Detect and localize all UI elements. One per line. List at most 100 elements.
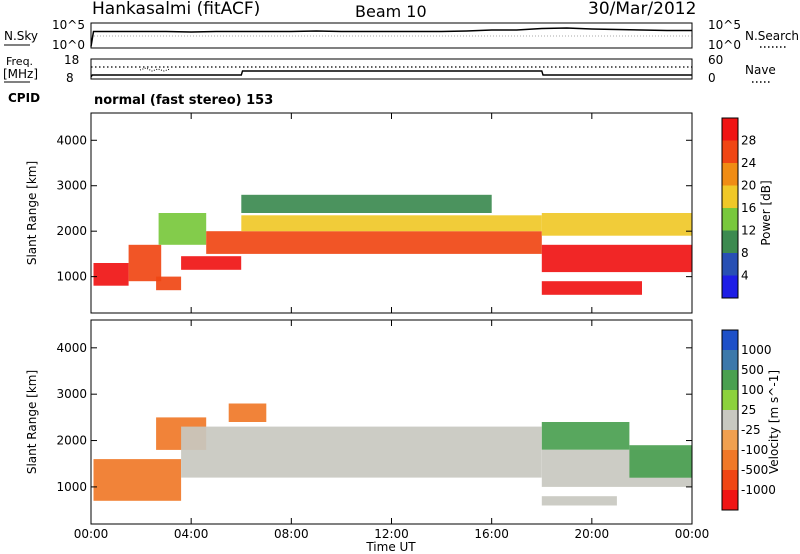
colorbar-segment bbox=[722, 430, 738, 450]
colorbar-tick-label: -25 bbox=[741, 423, 761, 437]
scatter-region bbox=[93, 263, 129, 286]
freq-panel-frame bbox=[90, 58, 693, 80]
noise-right-label: N.Search bbox=[745, 29, 799, 43]
colorbar-tick-label: 1000 bbox=[741, 343, 772, 357]
colorbar-tick-label: 500 bbox=[741, 363, 764, 377]
freq-left-bottom: 8 bbox=[66, 71, 74, 85]
frequency-line bbox=[90, 70, 692, 78]
colorbar-tick-label: 25 bbox=[741, 403, 756, 417]
x-tick-label: 16:00 bbox=[474, 527, 509, 541]
y-tick-label: 4000 bbox=[56, 133, 87, 147]
x-tick-label: 04:00 bbox=[174, 527, 209, 541]
y-tick-label: 3000 bbox=[56, 387, 87, 401]
date-label: 30/Mar/2012 bbox=[588, 0, 696, 19]
scatter-region bbox=[158, 213, 207, 245]
colorbar-segment bbox=[722, 390, 738, 410]
scatter-region bbox=[93, 459, 182, 501]
colorbar-segment bbox=[722, 208, 738, 231]
colorbar-segment bbox=[722, 185, 738, 208]
colorbar-tick-label: 20 bbox=[741, 179, 756, 193]
noise-sky-line bbox=[90, 27, 692, 47]
power-ylabel: Slant Range [km] bbox=[25, 161, 39, 265]
noise-left-bottom: 10^0 bbox=[52, 38, 85, 52]
colorbar-segment bbox=[722, 330, 738, 350]
y-tick-label: 1000 bbox=[56, 480, 87, 494]
colorbar-segment bbox=[722, 140, 738, 163]
cpid-label: CPID bbox=[8, 91, 40, 105]
x-axis-ticks: 00:00 04:00 08:00 12:00 16:00 20:00 00:00 bbox=[74, 113, 710, 541]
freq-left-label-1: Freq. bbox=[6, 55, 33, 68]
colorbar-segment bbox=[722, 163, 738, 186]
y-tick-label: 2000 bbox=[56, 434, 87, 448]
colorbar-tick-label: 4 bbox=[741, 269, 749, 283]
colorbar-segment bbox=[722, 490, 738, 510]
freq-right-top: 60 bbox=[708, 53, 723, 67]
y-tick-label: 3000 bbox=[56, 179, 87, 193]
scatter-region bbox=[541, 213, 693, 236]
colorbar-tick-label: 100 bbox=[741, 383, 764, 397]
x-axis-label: Time UT bbox=[365, 540, 416, 554]
scatter-region bbox=[241, 215, 542, 232]
colorbar-segment bbox=[722, 470, 738, 490]
power-y-ticks: 1000 2000 3000 4000 bbox=[56, 133, 692, 284]
scatter-region bbox=[181, 256, 242, 270]
colorbar-segment bbox=[722, 370, 738, 390]
noise-panel-frame bbox=[90, 22, 693, 49]
scatter-region bbox=[541, 281, 642, 295]
colorbar-tick-label: -100 bbox=[741, 443, 768, 457]
colorbar-segment bbox=[722, 118, 738, 141]
freq-right-label: Nave bbox=[745, 63, 776, 77]
colorbar-segment bbox=[722, 253, 738, 276]
colorbar-tick-label: -500 bbox=[741, 463, 768, 477]
freq-left-label-2: [MHz] bbox=[3, 67, 38, 81]
velocity-ylabel: Slant Range [km] bbox=[25, 370, 39, 474]
velocity-heatmap bbox=[93, 403, 693, 506]
colorbar-segment bbox=[722, 410, 738, 430]
x-tick-label: 20:00 bbox=[575, 527, 610, 541]
x-tick-label: 08:00 bbox=[274, 527, 309, 541]
velocity-y-ticks: 1000 2000 3000 4000 bbox=[56, 341, 692, 494]
colorbar-tick-label: 12 bbox=[741, 224, 756, 238]
station-title: Hankasalmi (fitACF) bbox=[92, 0, 260, 19]
noise-right-top: 10^5 bbox=[708, 18, 741, 32]
scatter-region bbox=[541, 244, 693, 273]
noise-left-top: 10^5 bbox=[52, 18, 85, 32]
scatter-region bbox=[228, 403, 267, 422]
y-tick-label: 4000 bbox=[56, 341, 87, 355]
nave-blip bbox=[139, 67, 171, 72]
colorbar-frame bbox=[721, 329, 739, 511]
colorbar-tick-label: -1000 bbox=[741, 483, 776, 497]
y-tick-label: 2000 bbox=[56, 224, 87, 238]
scatter-region bbox=[181, 426, 542, 478]
freq-right-bottom: 0 bbox=[708, 71, 716, 85]
x-tick-label: 12:00 bbox=[374, 527, 409, 541]
power-heatmap bbox=[93, 194, 693, 295]
colorbar-segment bbox=[722, 275, 738, 298]
colorbar-tick-label: 28 bbox=[741, 134, 756, 148]
scatter-region bbox=[206, 231, 542, 254]
scatter-region bbox=[629, 445, 692, 478]
power-colorbar: 4 8 12 16 20 24 28 bbox=[721, 117, 756, 299]
scatter-region bbox=[241, 194, 492, 213]
colorbar-tick-label: 24 bbox=[741, 156, 756, 170]
colorbar-segment bbox=[722, 350, 738, 370]
noise-right-bottom: 10^0 bbox=[708, 38, 741, 52]
scatter-region bbox=[541, 422, 630, 450]
colorbar-segment bbox=[722, 230, 738, 253]
y-tick-label: 1000 bbox=[56, 270, 87, 284]
velocity-scale-label: Velocity [m s^-1] bbox=[767, 370, 781, 474]
x-tick-label: 00:00 bbox=[675, 527, 710, 541]
power-scale-label: Power [dB] bbox=[759, 180, 773, 245]
beam-label: Beam 10 bbox=[355, 2, 427, 21]
colorbar-tick-label: 8 bbox=[741, 246, 749, 260]
scatter-region bbox=[541, 496, 617, 506]
noise-left-label: N.Sky bbox=[4, 29, 38, 43]
colorbar-segment bbox=[722, 450, 738, 470]
scatter-region bbox=[156, 276, 182, 291]
x-tick-label: 00:00 bbox=[74, 527, 109, 541]
cpid-text: normal (fast stereo) 153 bbox=[94, 93, 273, 108]
colorbar-frame bbox=[721, 117, 739, 299]
scatter-region bbox=[128, 244, 162, 282]
colorbar-tick-label: 16 bbox=[741, 201, 756, 215]
